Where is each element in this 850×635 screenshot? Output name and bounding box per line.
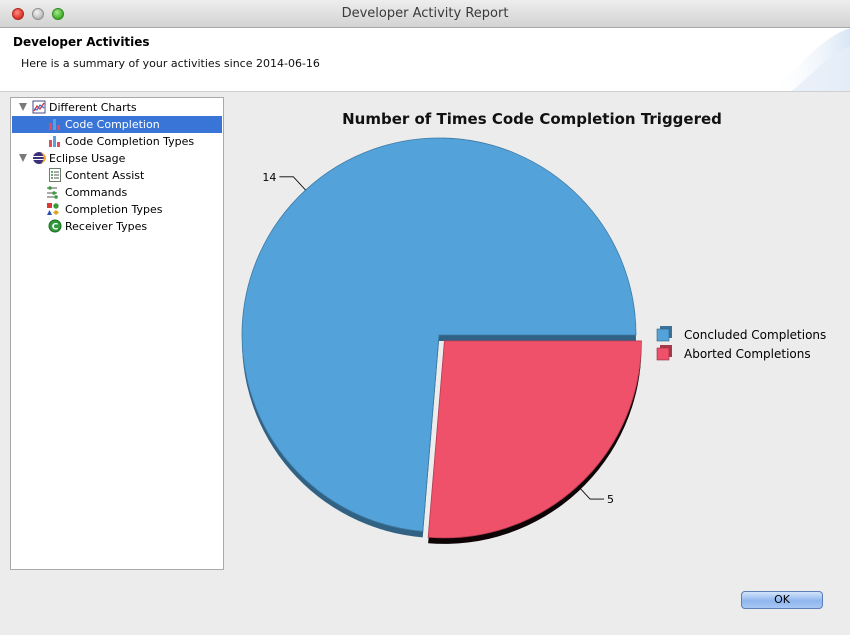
- tree-item-label: Code Completion Types: [65, 135, 195, 148]
- chart-title: Number of Times Code Completion Triggere…: [342, 110, 722, 128]
- tree-item-code-completion-types[interactable]: Code Completion Types: [12, 133, 222, 150]
- ok-button[interactable]: OK: [741, 591, 823, 609]
- tree-item-different-charts[interactable]: Different Charts: [12, 99, 222, 116]
- legend-item: Aborted Completions: [656, 345, 811, 361]
- value-label: 14: [262, 171, 276, 184]
- pie-slice-face: [427, 340, 642, 539]
- tree-item-content-assist[interactable]: Content Assist: [12, 167, 222, 184]
- shapes-icon: [47, 203, 59, 215]
- chart-tree[interactable]: Different Charts Code Completion Code Co…: [10, 97, 224, 570]
- tree-item-label: Receiver Types: [65, 220, 148, 233]
- bar-chart-icon: [49, 136, 60, 147]
- bar-chart-icon: [49, 119, 60, 130]
- zoom-button[interactable]: [52, 8, 64, 20]
- tree-item-label: Content Assist: [65, 169, 145, 182]
- minimize-button[interactable]: [32, 8, 44, 20]
- expand-arrow-icon[interactable]: [19, 154, 27, 162]
- legend-label: Aborted Completions: [684, 347, 811, 361]
- expand-arrow-icon[interactable]: [19, 103, 27, 111]
- tree-item-commands[interactable]: Commands: [12, 184, 222, 201]
- tree-item-label: Different Charts: [49, 101, 137, 114]
- tree-item-receiver-types[interactable]: C Receiver Types: [12, 218, 222, 235]
- tree-item-eclipse-usage[interactable]: Eclipse Usage: [12, 150, 222, 167]
- tree-item-code-completion[interactable]: Code Completion: [12, 116, 222, 133]
- banner-decoration-icon: [771, 28, 850, 91]
- svg-text:C: C: [52, 223, 59, 233]
- close-button[interactable]: [12, 8, 24, 20]
- value-label: 5: [607, 493, 614, 506]
- tree-item-label: Eclipse Usage: [49, 152, 126, 165]
- pie-slice-aborted-completions: [427, 340, 642, 544]
- commands-icon: [47, 186, 58, 199]
- legend-item: Concluded Completions: [656, 326, 826, 342]
- tree-item-label: Completion Types: [65, 203, 163, 216]
- page-subtitle: Here is a summary of your activities sin…: [21, 57, 320, 70]
- page-title: Developer Activities: [13, 35, 150, 49]
- class-icon: C: [48, 219, 62, 233]
- legend-label: Concluded Completions: [684, 328, 826, 342]
- pie-chart: Number of Times Code Completion Triggere…: [241, 110, 826, 544]
- window-title: Developer Activity Report: [341, 6, 509, 21]
- legend-swatch: [656, 347, 670, 361]
- legend-swatch: [656, 328, 670, 342]
- chart-legend: Concluded Completions Aborted Completions: [656, 326, 826, 361]
- tree-item-label: Commands: [65, 186, 128, 199]
- value-label-leader: [577, 485, 605, 500]
- chart-group-icon: [32, 100, 46, 114]
- tree-item-label: Code Completion: [65, 118, 160, 131]
- list-icon: [49, 168, 61, 182]
- header-banner: Developer Activities Here is a summary o…: [0, 28, 850, 92]
- tree-item-completion-types[interactable]: Completion Types: [12, 201, 222, 218]
- title-bar[interactable]: Developer Activity Report: [0, 0, 850, 28]
- chart-panel: Number of Times Code Completion Triggere…: [229, 97, 844, 577]
- eclipse-icon: [33, 152, 46, 164]
- value-label-leader: [279, 176, 306, 191]
- pie-slices: 14 5: [241, 137, 642, 544]
